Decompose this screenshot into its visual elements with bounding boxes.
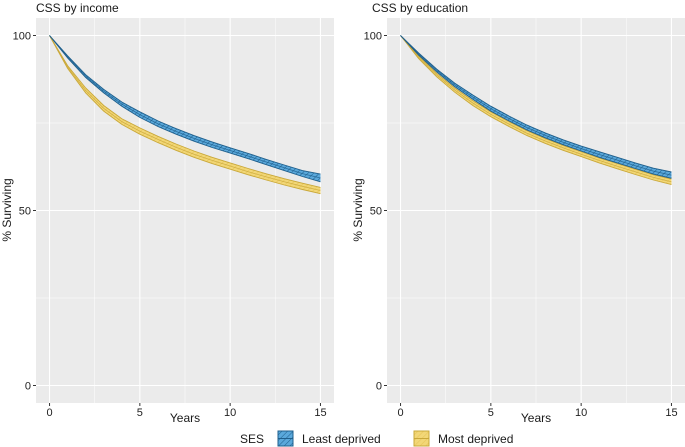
y-tick-label: 0 [25,381,31,393]
x-tick-labels: 0 5 10 15 [397,403,678,419]
y-tick-labels: 0 50 100 [364,31,387,393]
band-upper-edge-least-deprived [400,35,672,173]
y-tick-label: 100 [364,31,382,43]
legend-title: SES [240,432,264,446]
gridlines [387,18,685,403]
band-center-line-most-deprived [400,35,672,183]
x-tick-label: 15 [665,407,677,419]
panel-title: CSS by education [372,1,468,15]
y-tick-label: 50 [19,206,31,218]
survival-bands [49,35,321,195]
panel-education: CSS by education 0 5 10 15 0 50 100 Years % S… [351,1,685,425]
panel-title: CSS by income [36,1,119,15]
panel-income: CSS by income 0 5 10 15 0 50 100 Years % Surv… [0,1,334,425]
x-tick-label: 5 [137,407,143,419]
x-tick-label: 5 [488,407,494,419]
y-axis-title: % Surviving [351,178,365,241]
band-center-line-least-deprived [49,35,321,179]
x-axis-title: Years [170,411,200,425]
x-tick-label: 0 [46,407,52,419]
y-tick-label: 100 [13,31,31,43]
band-upper-edge-least-deprived [49,35,321,175]
band-lower-edge-least-deprived [400,35,672,179]
x-tick-label: 15 [314,407,326,419]
gridlines [36,18,334,403]
x-axis-title: Years [521,411,551,425]
y-tick-labels: 0 50 100 [13,31,36,393]
survival-bands [400,35,672,186]
band-lower-edge-most-deprived [49,35,321,195]
band-upper-edge-most-deprived [49,35,321,188]
band-center-line-least-deprived [400,35,672,176]
legend: SES Least deprived Most deprived [240,430,513,447]
y-axis-title: % Surviving [0,178,14,241]
band-lower-edge-least-deprived [49,35,321,183]
band-center-line-most-deprived [49,35,321,191]
x-tick-labels: 0 5 10 15 [46,403,327,419]
legend-label-most-deprived: Most deprived [438,432,513,446]
x-tick-label: 0 [397,407,403,419]
legend-label-least-deprived: Least deprived [302,432,381,446]
x-tick-label: 10 [575,407,587,419]
y-tick-label: 50 [370,206,382,218]
x-tick-label: 10 [224,407,236,419]
band-lower-edge-most-deprived [400,35,672,186]
band-upper-edge-most-deprived [400,35,672,180]
y-tick-label: 0 [376,381,382,393]
